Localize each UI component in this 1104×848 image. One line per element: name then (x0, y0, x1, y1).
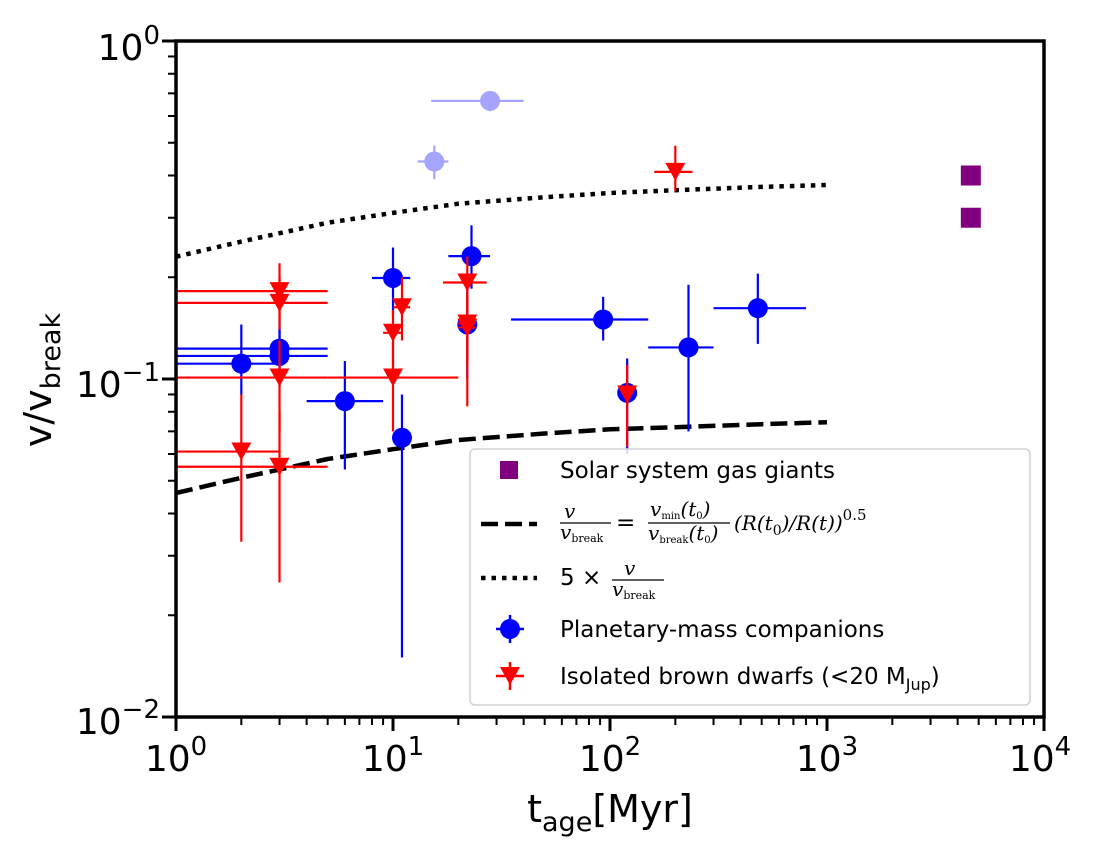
svg-text:vbreak: vbreak (560, 520, 604, 545)
triangle-marker (457, 273, 478, 292)
svg-text:=: = (616, 510, 635, 536)
triangle-down-data-point (617, 365, 638, 447)
legend: Solar system gas giants v vbreak = vmin(… (469, 448, 1031, 706)
circle-data-point (511, 296, 649, 341)
triangle-down-data-point (457, 301, 478, 407)
triangle-down-data-point (327, 340, 459, 432)
triangle-down-data-point (176, 340, 328, 432)
triangle-marker (231, 442, 252, 461)
triangle-marker (391, 298, 412, 317)
triangle-down-data-point (176, 263, 328, 320)
x-tick-label: 101 (362, 732, 424, 780)
x-tick-label: 100 (145, 732, 207, 780)
x-tick-label: 104 (1009, 732, 1071, 780)
circle-marker (461, 246, 482, 267)
svg-text:vbreak(t0): vbreak(t0) (648, 521, 718, 546)
y-tick-label: 10−1 (76, 358, 160, 406)
circle-data-point (713, 273, 806, 344)
x-axis-label: tage[Myr] (527, 787, 693, 838)
legend-label-companions: Planetary-mass companions (560, 617, 884, 643)
legend-marker-triangle-errorbar (496, 662, 524, 690)
y-axis-label: v/vbreak (16, 313, 67, 448)
svg-text:vbreak: vbreak (612, 577, 656, 602)
circle-data-point (306, 361, 384, 470)
circle-marker (424, 151, 445, 172)
triangle-marker (269, 282, 290, 301)
circle-marker (480, 90, 501, 111)
triangle-down-data-point (176, 411, 328, 583)
svg-text:v: v (624, 556, 636, 580)
circle-marker (747, 298, 768, 319)
circle-data-point (391, 394, 412, 658)
y-tick-label: 100 (98, 21, 160, 69)
legend-label-brown-dwarfs: Isolated brown dwarfs (<20 MJup) (560, 664, 940, 694)
data-points (176, 90, 981, 658)
axis-ticks (162, 39, 1046, 731)
legend-marker-square (500, 461, 518, 479)
circle-marker (593, 309, 614, 330)
square-marker (960, 207, 981, 228)
triangle-down-data-point (391, 277, 412, 341)
circle-marker (678, 337, 699, 358)
legend-label-gas-giants: Solar system gas giants (560, 458, 835, 484)
square-marker (960, 165, 981, 186)
legend-frame (469, 448, 1031, 706)
circle-marker (383, 267, 403, 288)
svg-text:vmin(t0): vmin(t0) (650, 497, 710, 522)
triangle-marker (269, 368, 290, 387)
square-data-point (960, 165, 981, 186)
circle-marker (231, 353, 252, 374)
circle-marker (334, 391, 355, 412)
triangle-marker (383, 323, 403, 342)
x-tick-label: 103 (796, 732, 858, 780)
circle-data-point (431, 90, 524, 112)
y-tick-label: 10−2 (76, 695, 160, 743)
triangle-marker (617, 385, 638, 404)
dotted-model-line (175, 182, 828, 259)
triangle-down-data-point (176, 394, 280, 542)
dashed-model-line (175, 419, 828, 496)
svg-text:5 ×: 5 × (560, 565, 601, 591)
x-tick-label: 102 (579, 732, 641, 780)
square-data-point (960, 207, 981, 228)
svg-text:v: v (564, 499, 576, 523)
triangle-marker (457, 318, 478, 337)
triangle-marker (665, 162, 686, 181)
legend-formula-dotted: 5 × v vbreak (560, 556, 664, 602)
legend-formula-dashed: v vbreak = vmin(t0) vbreak(t0) (R(t0)/R(… (560, 497, 867, 546)
triangle-down-data-point (654, 145, 693, 191)
circle-data-point (371, 247, 411, 315)
legend-marker-circle-errorbar (496, 615, 524, 643)
circle-data-point (176, 324, 280, 395)
circle-data-point (417, 145, 449, 180)
svg-text:(R(t0)/R(t))0.5: (R(t0)/R(t))0.5 (734, 506, 867, 539)
model-lines (175, 182, 828, 496)
triangle-marker (269, 457, 290, 476)
circle-marker (391, 427, 412, 448)
triangle-marker (383, 368, 403, 387)
circle-data-point (648, 284, 714, 432)
